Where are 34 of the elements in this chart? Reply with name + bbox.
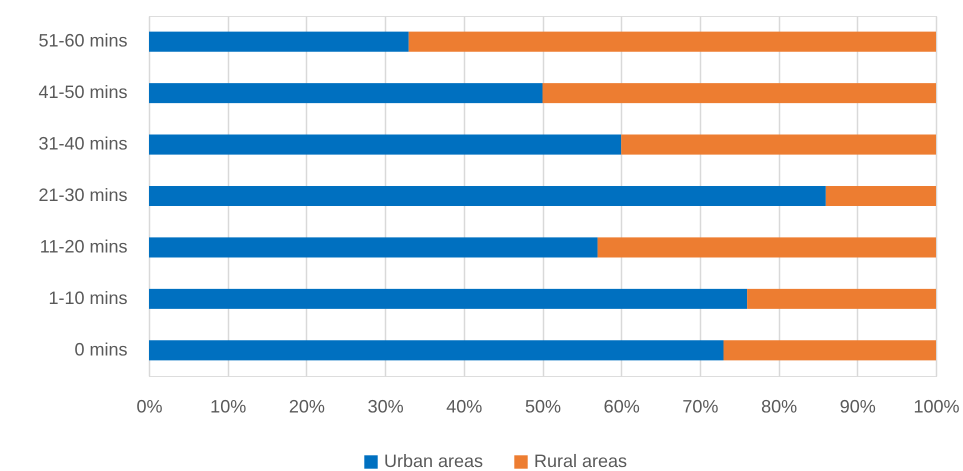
bar [724,340,936,360]
y-tick-label: 1-10 mins [48,288,128,308]
legend-label: Urban areas [384,451,484,471]
x-tick-label: 100% [913,396,960,416]
bar [149,340,724,360]
y-tick-label: 0 mins [74,339,128,360]
bar [149,83,542,104]
y-tick-label: 21-30 mins [38,185,128,205]
legend-label: Rural areas [534,451,628,471]
bar [149,32,409,52]
y-tick-label: 11-20 mins [40,236,128,256]
bar [598,237,936,258]
x-tick-label: 40% [446,396,482,416]
bar [149,134,622,155]
x-tick-label: 70% [682,396,718,416]
bar [542,83,936,104]
x-tick-label: 10% [210,396,246,416]
y-tick-label: 41-50 mins [38,82,128,102]
x-tick-label: 20% [288,396,325,416]
bar [621,134,936,155]
bar [149,237,598,258]
bar [747,288,936,309]
bar [408,32,936,52]
bar [149,186,826,206]
x-tick-label: 90% [840,396,876,416]
y-tick-label: 31-40 mins [38,134,128,154]
x-tick-label: 30% [368,396,404,416]
x-tick-label: 80% [761,396,798,416]
x-tick-label: 60% [604,396,640,416]
x-tick-label: 0% [136,396,163,416]
bar [826,186,936,206]
x-tick-label: 50% [524,396,562,416]
y-tick-label: 51-60 mins [38,30,128,51]
bar [149,288,748,309]
